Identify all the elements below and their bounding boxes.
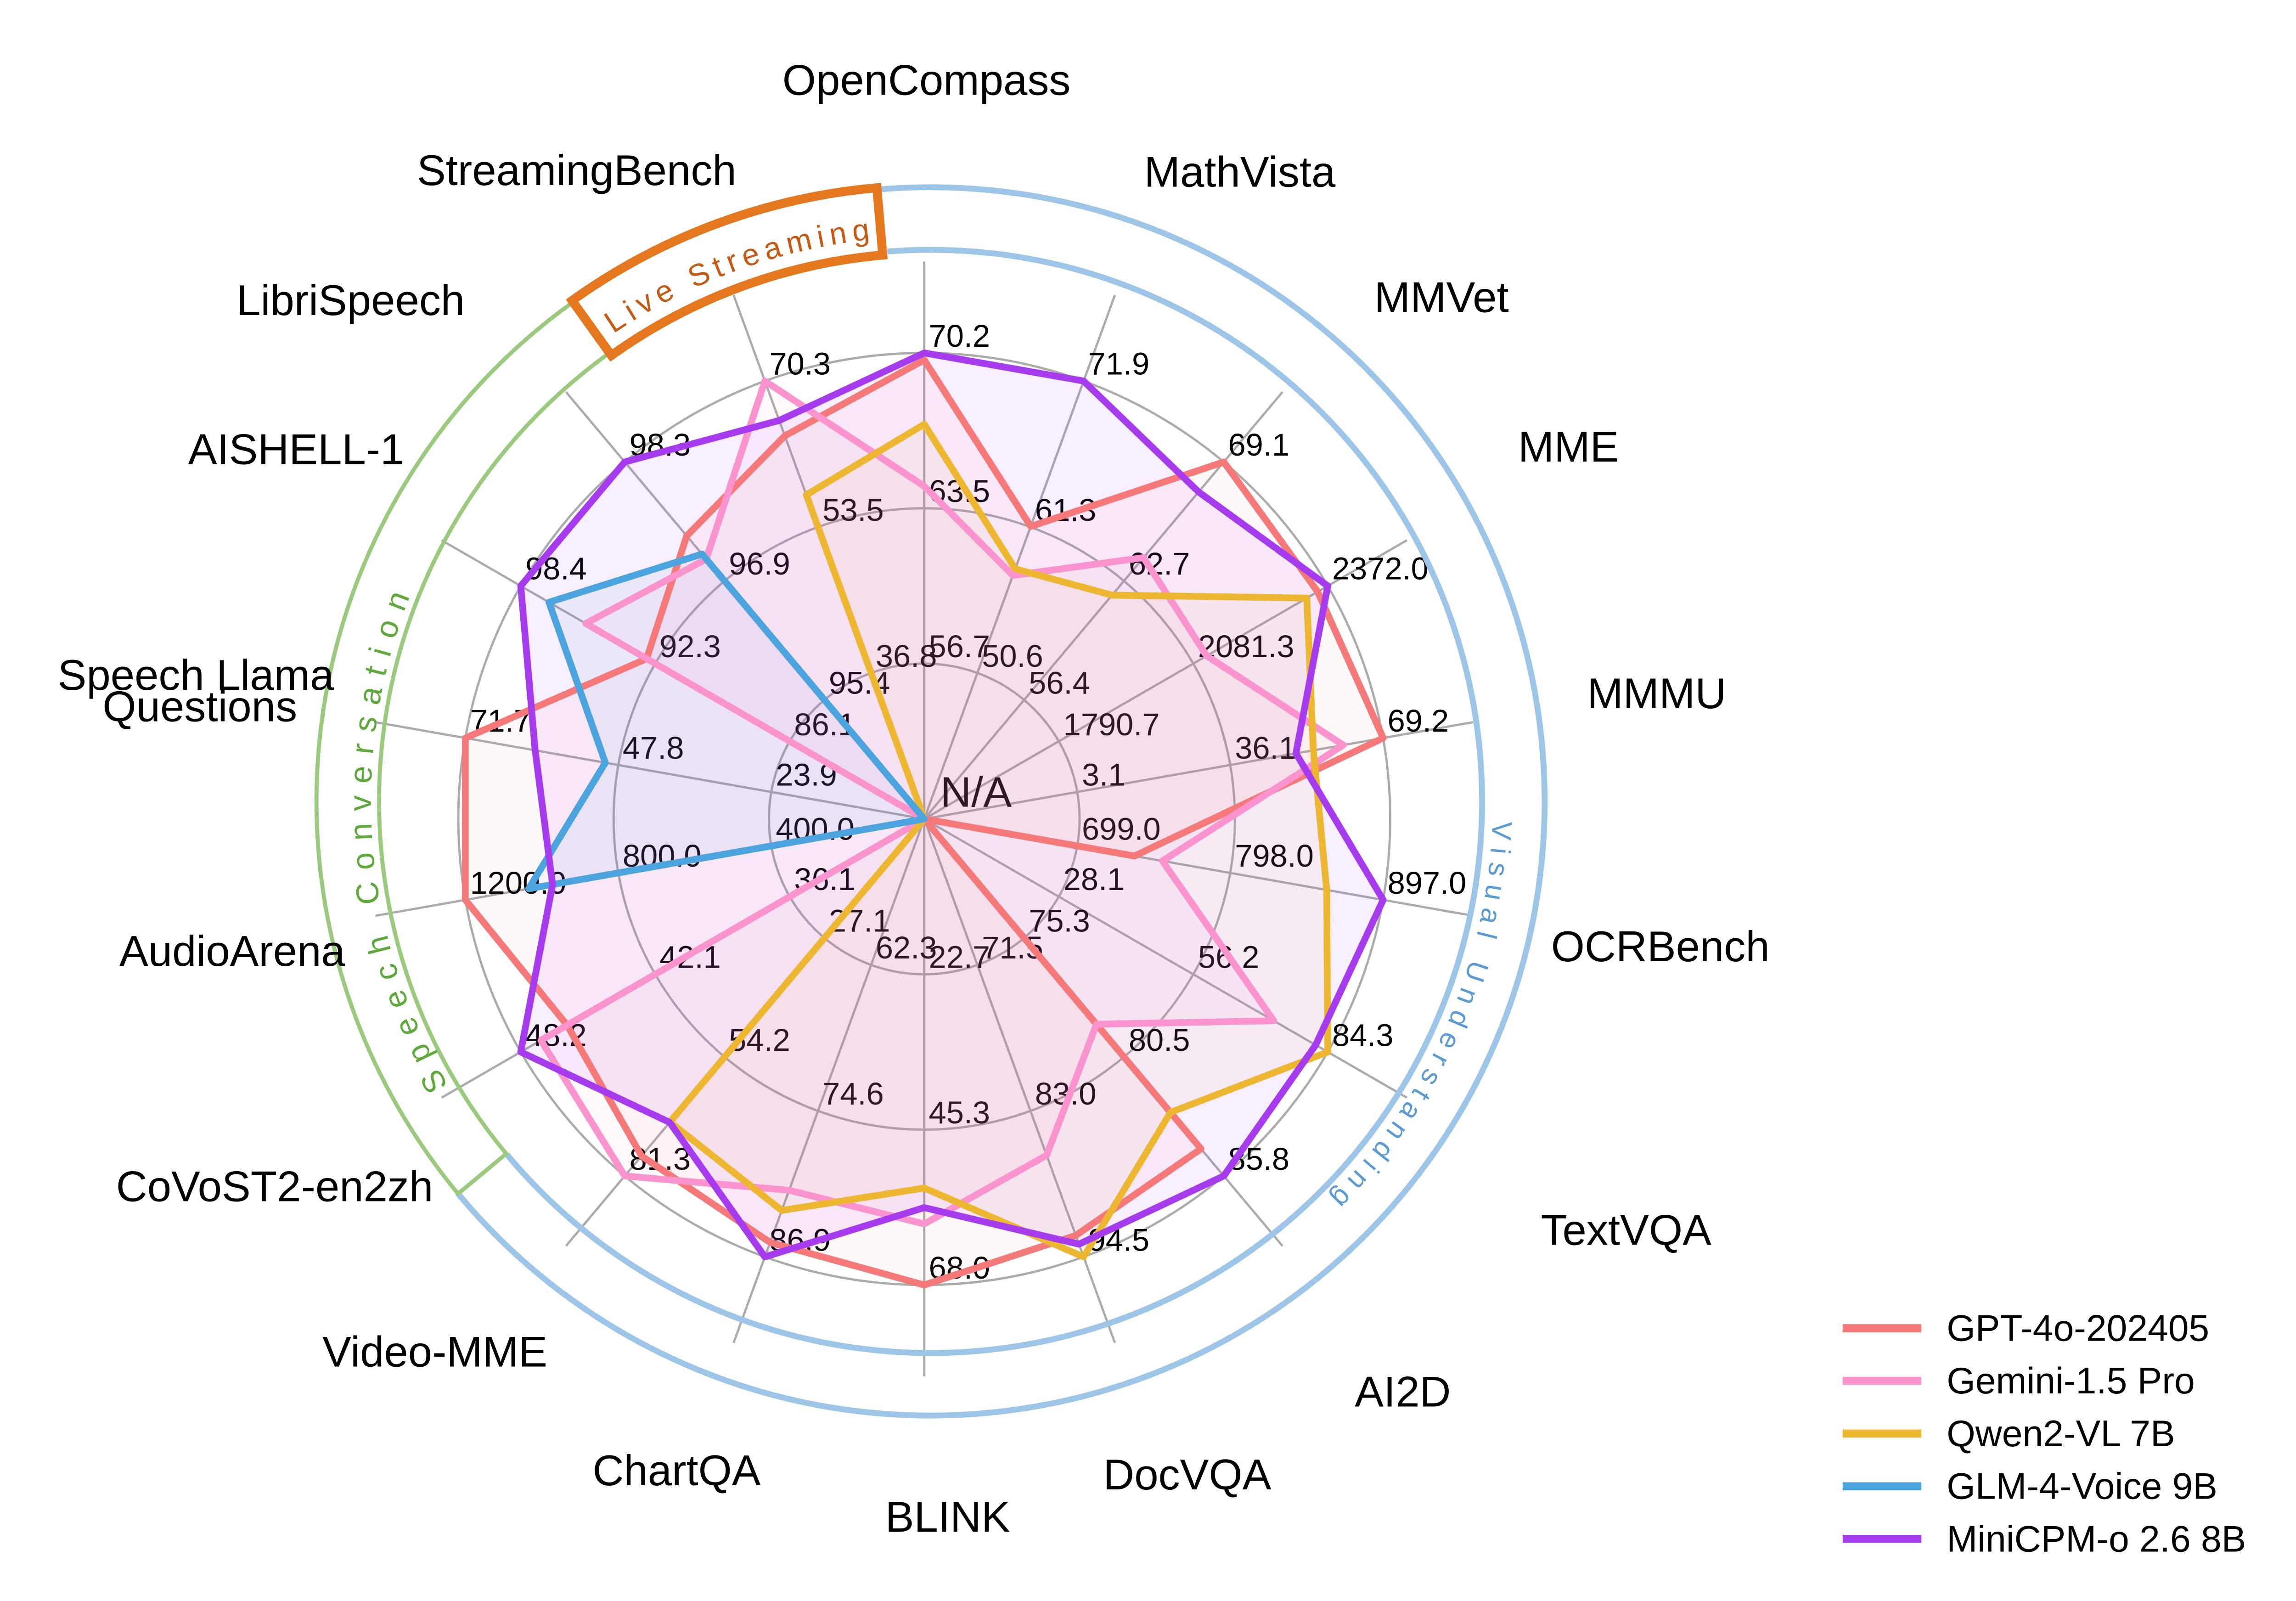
svg-text:45.3: 45.3 (929, 1095, 990, 1130)
svg-text:MMMU: MMMU (1587, 669, 1726, 717)
svg-text:CoVoST2-en2zh: CoVoST2-en2zh (116, 1162, 433, 1211)
svg-text:MMVet: MMVet (1374, 273, 1509, 321)
svg-text:2372.0: 2372.0 (1332, 551, 1429, 586)
svg-text:Speech Llama: Speech Llama (58, 651, 334, 699)
svg-text:MathVista: MathVista (1144, 148, 1336, 196)
svg-text:MiniCPM-o 2.6 8B: MiniCPM-o 2.6 8B (1947, 1518, 2246, 1560)
svg-text:ChartQA: ChartQA (592, 1446, 760, 1494)
svg-text:84.3: 84.3 (1332, 1017, 1394, 1053)
svg-text:28.1: 28.1 (1064, 862, 1125, 897)
svg-text:LibriSpeech: LibriSpeech (236, 276, 465, 324)
svg-text:Video-MME: Video-MME (322, 1327, 547, 1376)
svg-text:3.1: 3.1 (1082, 757, 1125, 793)
svg-text:70.3: 70.3 (769, 346, 831, 382)
svg-text:798.0: 798.0 (1235, 838, 1314, 874)
svg-text:StreamingBench: StreamingBench (417, 146, 737, 194)
svg-text:56.7: 56.7 (929, 629, 990, 664)
svg-text:62.3: 62.3 (876, 930, 937, 965)
svg-text:DocVQA: DocVQA (1103, 1450, 1271, 1499)
svg-text:36.8: 36.8 (876, 638, 937, 674)
svg-text:OCRBench: OCRBench (1551, 922, 1770, 970)
svg-text:36.1: 36.1 (1235, 730, 1296, 766)
svg-text:69.1: 69.1 (1228, 427, 1290, 462)
svg-text:Qwen2-VL 7B: Qwen2-VL 7B (1947, 1413, 2175, 1454)
svg-text:80.5: 80.5 (1129, 1022, 1190, 1058)
svg-text:70.2: 70.2 (929, 318, 990, 354)
svg-text:N/A: N/A (940, 768, 1012, 816)
svg-text:AudioArena: AudioArena (119, 927, 345, 975)
svg-text:96.9: 96.9 (729, 546, 790, 581)
svg-text:71.9: 71.9 (1088, 346, 1150, 382)
svg-text:699.0: 699.0 (1082, 811, 1161, 846)
svg-text:AISHELL-1: AISHELL-1 (188, 425, 405, 474)
svg-text:897.0: 897.0 (1388, 865, 1467, 901)
svg-text:BLINK: BLINK (885, 1493, 1010, 1541)
svg-text:Gemini-1.5 Pro: Gemini-1.5 Pro (1947, 1360, 2195, 1402)
svg-text:GPT-4o-202405: GPT-4o-202405 (1947, 1308, 2209, 1349)
svg-text:75.3: 75.3 (1029, 903, 1090, 938)
svg-text:MME: MME (1518, 423, 1619, 471)
svg-text:GLM-4-Voice 9B: GLM-4-Voice 9B (1947, 1466, 2217, 1507)
svg-text:53.5: 53.5 (822, 492, 884, 528)
svg-text:74.6: 74.6 (822, 1076, 884, 1111)
svg-text:50.6: 50.6 (982, 638, 1043, 674)
svg-text:62.7: 62.7 (1129, 546, 1190, 581)
svg-text:TextVQA: TextVQA (1541, 1206, 1712, 1254)
svg-text:69.2: 69.2 (1388, 703, 1449, 738)
svg-text:1790.7: 1790.7 (1064, 707, 1160, 742)
svg-text:AI2D: AI2D (1355, 1368, 1451, 1416)
svg-text:47.8: 47.8 (623, 730, 684, 766)
svg-text:Questions: Questions (102, 682, 297, 730)
svg-text:92.3: 92.3 (659, 629, 721, 664)
svg-text:56.4: 56.4 (1029, 665, 1090, 701)
svg-text:OpenCompass: OpenCompass (782, 56, 1071, 104)
svg-text:22.7: 22.7 (929, 940, 990, 975)
